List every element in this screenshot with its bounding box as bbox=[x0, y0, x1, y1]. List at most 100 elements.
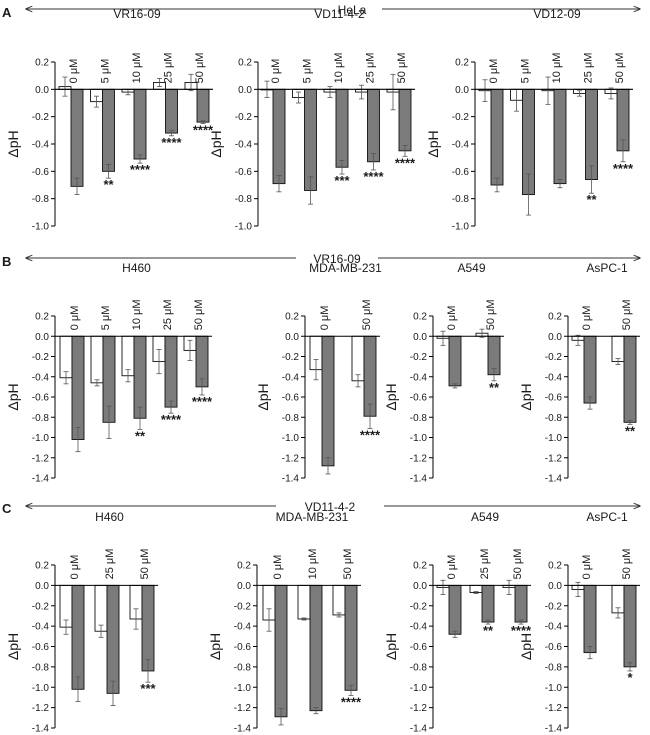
significance-marker: ** bbox=[489, 380, 500, 395]
category-label: 0 μM bbox=[446, 306, 458, 331]
y-tick-label: -0.2 bbox=[234, 601, 252, 612]
y-tick-label: -1.2 bbox=[32, 703, 50, 714]
y-tick-label: 0.0 bbox=[413, 332, 427, 343]
y-tick-label: -0.6 bbox=[545, 642, 563, 653]
y-tick-label: -1.0 bbox=[234, 683, 252, 694]
y-tick-label: 0.2 bbox=[285, 312, 299, 323]
y-tick-label: -0.2 bbox=[545, 601, 563, 612]
y-tick-label: -1.4 bbox=[234, 724, 252, 735]
category-label: 50 μM bbox=[614, 53, 626, 84]
treated-bar bbox=[274, 584, 288, 718]
y-tick-label: -1.0 bbox=[32, 222, 50, 233]
y-tick-label: -1.0 bbox=[545, 433, 563, 444]
y-tick-label: -0.8 bbox=[545, 413, 563, 424]
y-tick-label: -1.0 bbox=[545, 683, 563, 694]
y-tick-label: -0.4 bbox=[32, 372, 50, 383]
y-tick-label: -1.4 bbox=[32, 724, 50, 735]
category-label: 0 μM bbox=[270, 59, 282, 84]
treated-bar bbox=[164, 335, 178, 408]
y-axis-title: ΔpH bbox=[207, 633, 223, 660]
y-tick-label: -0.2 bbox=[410, 601, 428, 612]
treated-bar bbox=[623, 335, 637, 423]
y-tick-label: -1.2 bbox=[32, 453, 50, 464]
significance-marker: *** bbox=[140, 681, 156, 696]
treated-bar bbox=[344, 584, 358, 691]
y-tick-label: -1.0 bbox=[410, 433, 428, 444]
chart-panels: 0.2 0.0 -0.2 -0.4 -0.6 -0.8 -1.0 ΔpH VR16-09 0 μM… bbox=[5, 7, 640, 735]
category-label: 0 μM bbox=[69, 306, 81, 331]
category-label: 50 μM bbox=[139, 549, 151, 580]
chart-title: VD11-4-2 bbox=[314, 7, 365, 21]
category-label: 25 μM bbox=[479, 549, 491, 580]
y-tick-label: 0.2 bbox=[548, 312, 562, 323]
control-bar bbox=[297, 584, 311, 620]
y-tick-label: -0.6 bbox=[234, 642, 252, 653]
category-label: 50 μM bbox=[361, 299, 373, 330]
significance-marker: **** bbox=[192, 394, 213, 409]
y-tick-label: -1.2 bbox=[282, 453, 300, 464]
category-label: 50 μM bbox=[193, 299, 205, 330]
control-bar bbox=[90, 335, 104, 384]
category-label: 0 μM bbox=[68, 59, 80, 84]
significance-marker: **** bbox=[130, 162, 151, 177]
y-tick-label: 0.2 bbox=[35, 561, 49, 572]
treated-bar bbox=[141, 584, 155, 672]
y-tick-label: -1.2 bbox=[545, 453, 563, 464]
chart-title: VR16-09 bbox=[113, 7, 161, 21]
y-tick-label: -1.2 bbox=[410, 703, 428, 714]
y-tick-label: 0.0 bbox=[548, 581, 562, 592]
y-axis-title: ΔpH bbox=[383, 383, 399, 410]
y-tick-label: -0.8 bbox=[452, 194, 470, 205]
y-tick-label: 0.2 bbox=[548, 561, 562, 572]
category-label: 50 μM bbox=[621, 549, 633, 580]
y-tick-label: -0.8 bbox=[410, 662, 428, 673]
category-label: 5 μM bbox=[100, 306, 112, 331]
y-tick-label: -0.8 bbox=[410, 413, 428, 424]
treated-bar bbox=[398, 88, 412, 152]
significance-marker: *** bbox=[334, 173, 350, 188]
y-tick-label: -0.6 bbox=[32, 642, 50, 653]
category-label: 50 μM bbox=[396, 53, 408, 84]
y-tick-label: -0.8 bbox=[32, 413, 50, 424]
category-label: 0 μM bbox=[319, 306, 331, 331]
y-tick-label: -0.2 bbox=[235, 112, 253, 123]
treated-bar bbox=[583, 335, 597, 404]
treated-bar bbox=[165, 88, 178, 134]
treated-bar bbox=[71, 335, 85, 440]
y-tick-label: -1.0 bbox=[32, 433, 50, 444]
category-label: 50 μM bbox=[194, 53, 206, 84]
y-tick-label: -0.8 bbox=[234, 662, 252, 673]
treated-bar bbox=[196, 88, 210, 123]
y-tick-label: -1.0 bbox=[452, 222, 470, 233]
significance-marker: **** bbox=[395, 155, 416, 170]
category-label: 10 μM bbox=[333, 53, 345, 84]
y-tick-label: -0.2 bbox=[410, 352, 428, 363]
y-axis-title: ΔpH bbox=[5, 383, 21, 410]
chart-title: MDA-MB-231 bbox=[276, 510, 349, 524]
y-tick-label: -0.4 bbox=[32, 140, 50, 151]
significance-marker: **** bbox=[360, 427, 381, 442]
significance-marker: **** bbox=[161, 135, 182, 150]
treated-bar bbox=[481, 584, 495, 623]
category-label: 50 μM bbox=[342, 549, 354, 580]
significance-marker: ** bbox=[483, 623, 494, 638]
y-tick-label: -1.4 bbox=[545, 474, 563, 485]
treated-bar bbox=[490, 88, 504, 186]
y-tick-label: 0.2 bbox=[413, 561, 427, 572]
category-label: 50 μM bbox=[512, 549, 524, 580]
category-label: 5 μM bbox=[100, 59, 112, 84]
chart-title: H460 bbox=[95, 510, 124, 524]
y-tick-label: -0.4 bbox=[235, 140, 253, 151]
treated-bar bbox=[448, 584, 462, 635]
y-axis-title: ΔpH bbox=[425, 130, 441, 157]
y-axis-title: ΔpH bbox=[255, 383, 271, 410]
y-axis-title: ΔpH bbox=[518, 633, 534, 660]
category-label: 0 μM bbox=[446, 555, 458, 580]
treated-bar bbox=[514, 584, 528, 623]
chart-title: VD12-09 bbox=[533, 7, 581, 21]
category-label: 50 μM bbox=[621, 299, 633, 330]
category-label: 0 μM bbox=[69, 555, 81, 580]
section-header-vr16-09: VR16-09 bbox=[313, 252, 361, 266]
